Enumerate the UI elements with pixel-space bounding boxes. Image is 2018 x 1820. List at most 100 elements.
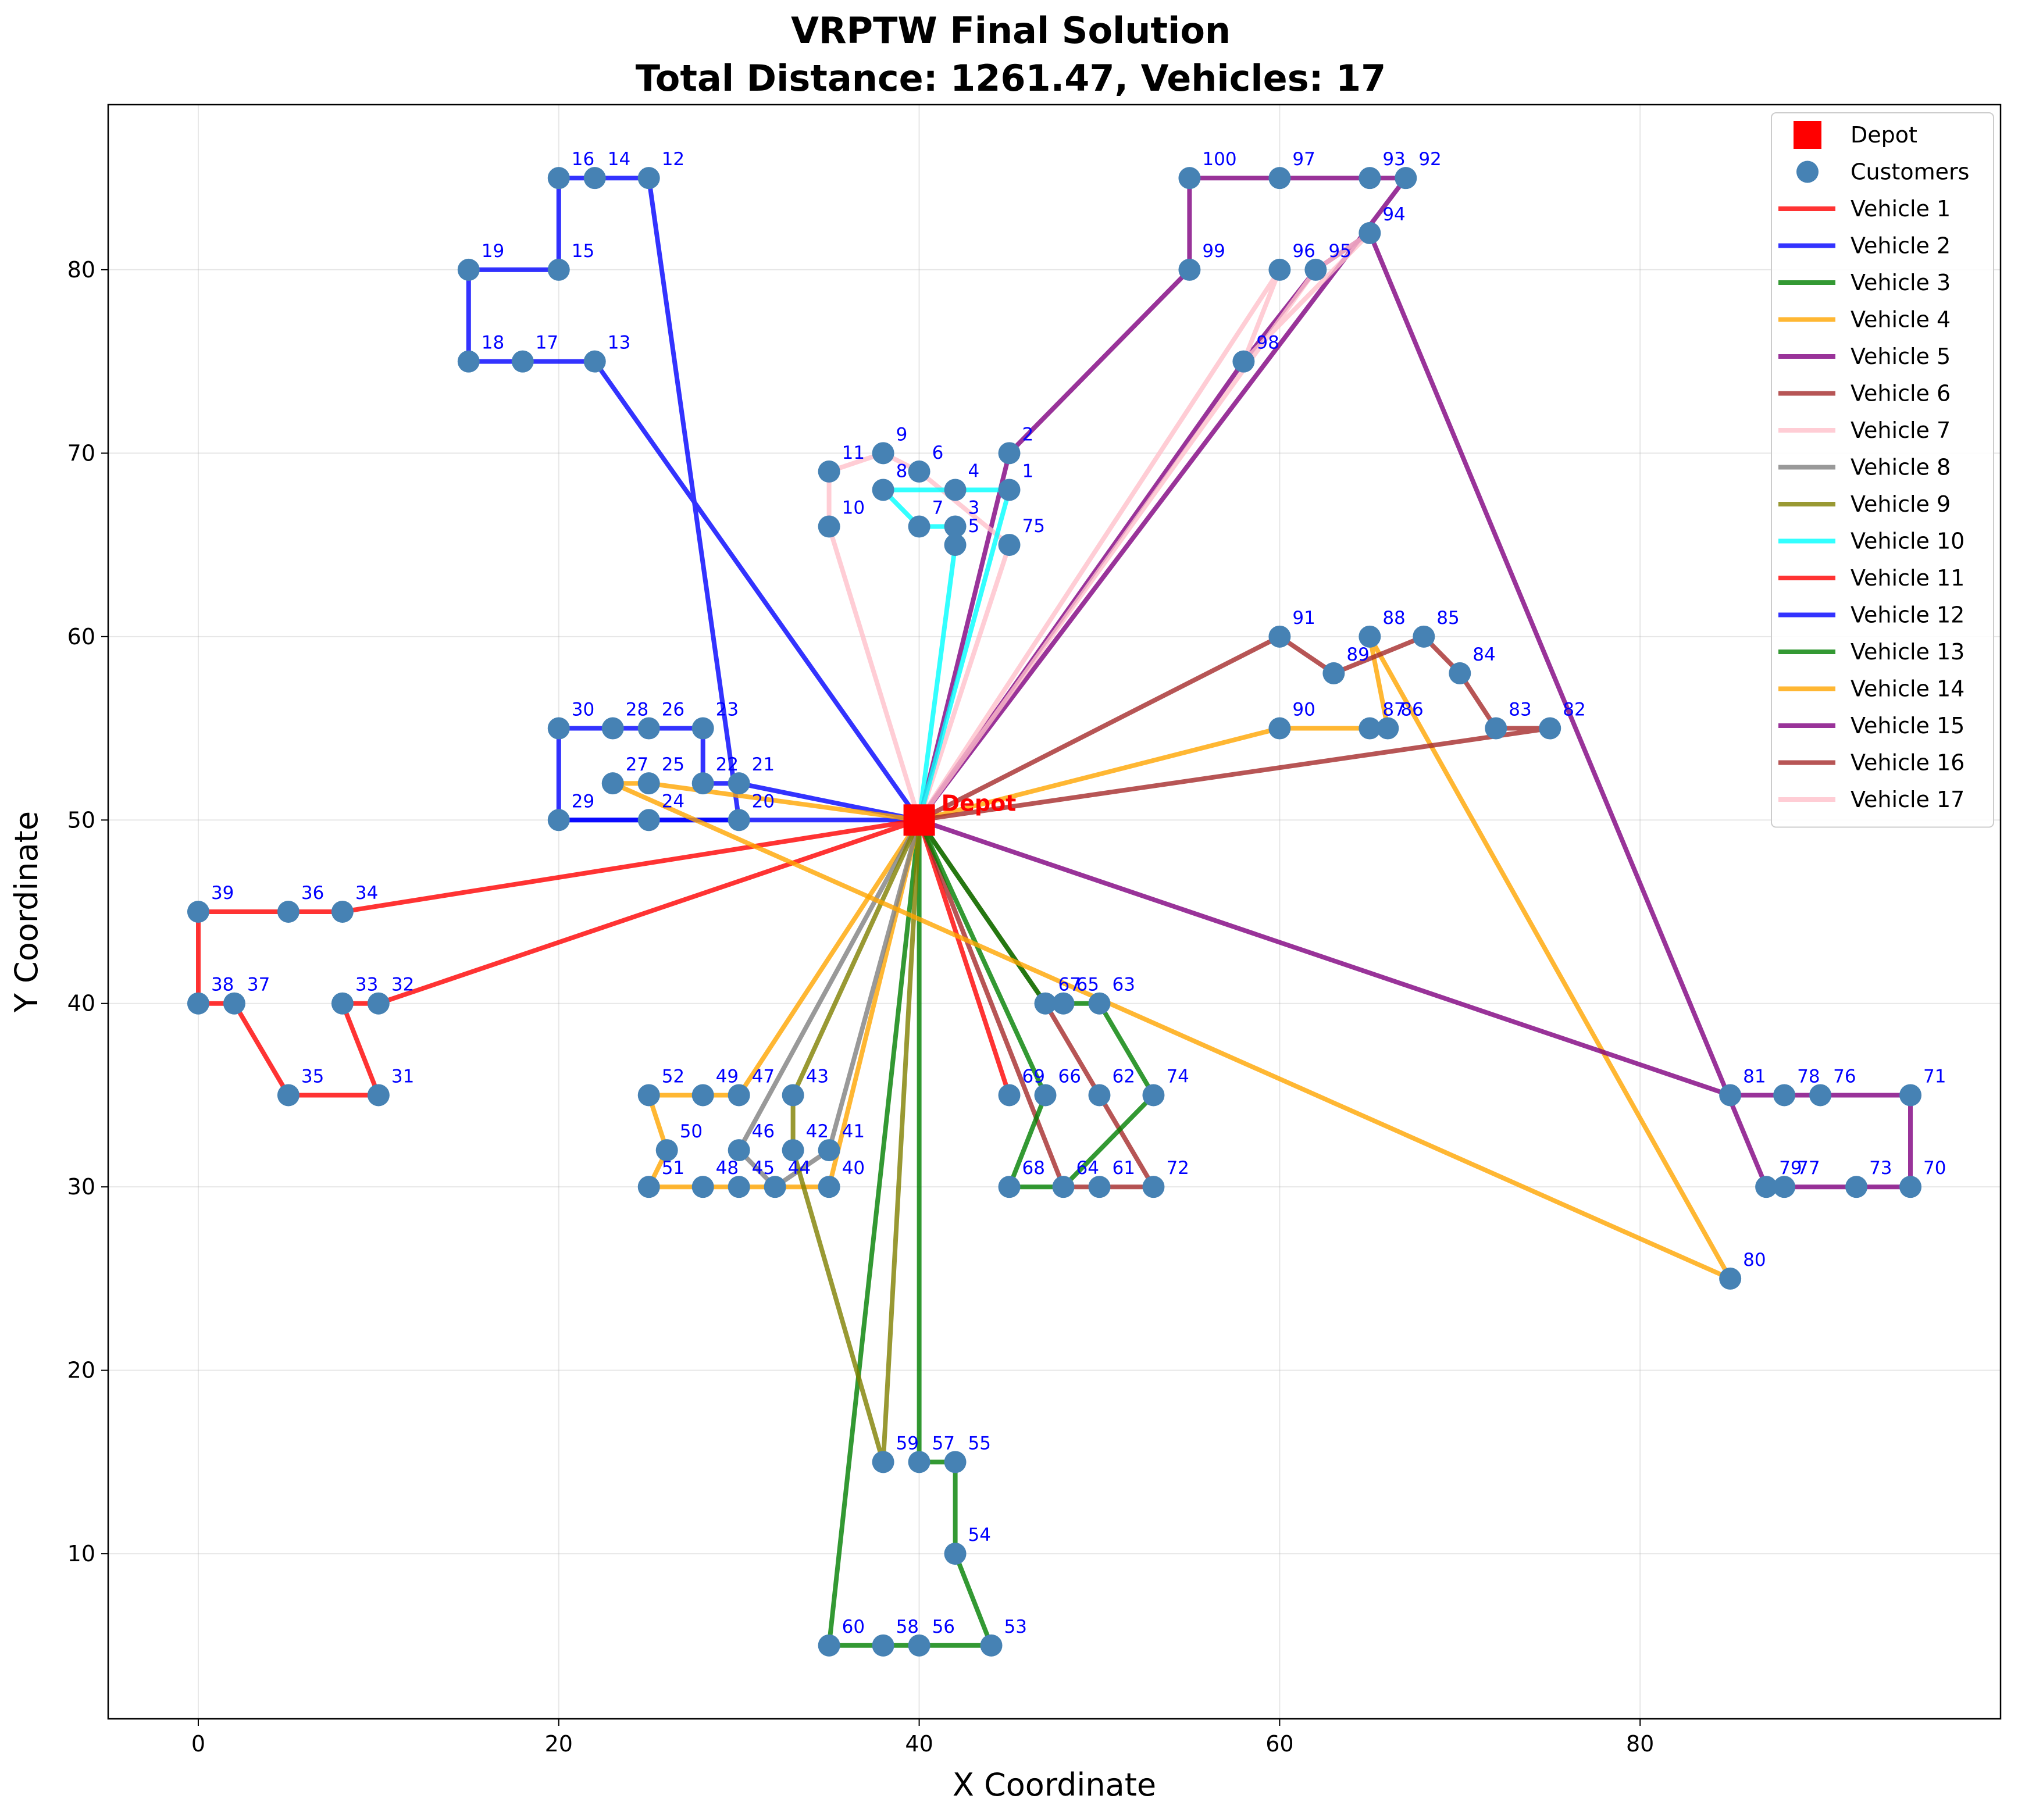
customer-points bbox=[187, 167, 1922, 1657]
legend-label-vehicle-13: Vehicle 13 bbox=[1851, 639, 1964, 665]
customer-point bbox=[998, 534, 1021, 556]
customer-label: 93 bbox=[1382, 149, 1405, 170]
customer-label: 28 bbox=[626, 700, 648, 720]
customer-point bbox=[908, 515, 930, 538]
customer-label: 78 bbox=[1797, 1066, 1820, 1087]
customer-point bbox=[1449, 662, 1471, 684]
customer-label: 96 bbox=[1292, 241, 1315, 262]
legend-label-vehicle-8: Vehicle 8 bbox=[1851, 455, 1951, 480]
legend-depot-label: Depot bbox=[1851, 122, 1917, 148]
legend-depot-marker bbox=[1794, 121, 1821, 149]
customer-point bbox=[601, 717, 624, 740]
customer-label: 66 bbox=[1058, 1066, 1081, 1087]
customer-point bbox=[728, 809, 750, 832]
customer-point bbox=[637, 167, 660, 190]
chart-title: VRPTW Final Solution bbox=[791, 9, 1231, 52]
customer-point bbox=[1359, 222, 1381, 244]
customer-label: 18 bbox=[482, 333, 504, 354]
customer-label: 44 bbox=[788, 1158, 811, 1179]
customer-point bbox=[187, 901, 209, 923]
customer-label: 69 bbox=[1022, 1066, 1045, 1087]
legend-label-vehicle-16: Vehicle 16 bbox=[1851, 750, 1964, 776]
customer-label: 2 bbox=[1022, 424, 1034, 445]
customer-point bbox=[1088, 1084, 1111, 1107]
customer-label: 49 bbox=[716, 1066, 739, 1087]
customer-label: 26 bbox=[662, 700, 684, 720]
legend-label-vehicle-6: Vehicle 6 bbox=[1851, 381, 1951, 406]
y-tick-label: 10 bbox=[67, 1541, 95, 1566]
customer-label: 15 bbox=[572, 241, 594, 262]
customer-label: 74 bbox=[1166, 1066, 1189, 1087]
customer-point bbox=[1899, 1176, 1922, 1198]
customer-point bbox=[728, 1176, 750, 1198]
customer-label: 31 bbox=[391, 1066, 414, 1087]
customer-label: 71 bbox=[1923, 1066, 1946, 1087]
customer-point bbox=[998, 442, 1021, 465]
customer-label: 84 bbox=[1473, 644, 1495, 665]
customer-label: 53 bbox=[1004, 1616, 1027, 1637]
customer-label: 48 bbox=[716, 1158, 739, 1179]
customer-point bbox=[547, 809, 570, 832]
y-tick-label: 80 bbox=[67, 257, 95, 283]
customer-label: 68 bbox=[1022, 1158, 1045, 1179]
customer-label: 38 bbox=[211, 975, 234, 995]
legend: Depot Customers Vehicle 1 Vehicle 2 Vehicle … bbox=[1771, 112, 1994, 828]
customer-label: 23 bbox=[716, 700, 739, 720]
x-tick-label: 20 bbox=[545, 1731, 573, 1757]
y-tick-label: 20 bbox=[67, 1358, 95, 1383]
customer-point bbox=[1539, 717, 1561, 740]
customer-label: 33 bbox=[355, 975, 378, 995]
customer-label: 73 bbox=[1869, 1158, 1892, 1179]
customer-label: 70 bbox=[1923, 1158, 1946, 1179]
customer-label: 32 bbox=[391, 975, 414, 995]
customer-point bbox=[1088, 1176, 1111, 1198]
customer-label: 39 bbox=[211, 883, 234, 904]
customer-label: 87 bbox=[1382, 700, 1405, 720]
customer-label: 9 bbox=[896, 424, 908, 445]
customer-point bbox=[1359, 625, 1381, 648]
customer-point bbox=[691, 1176, 714, 1198]
customer-point bbox=[1178, 258, 1201, 281]
customer-point bbox=[583, 350, 606, 373]
customer-point bbox=[691, 717, 714, 740]
y-tick-label: 50 bbox=[67, 807, 95, 833]
y-axis-label: Y Coordinate bbox=[8, 811, 45, 1013]
customer-point bbox=[1809, 1084, 1832, 1107]
customer-label: 79 bbox=[1779, 1158, 1802, 1179]
customer-point bbox=[637, 1176, 660, 1198]
customer-point bbox=[818, 515, 840, 538]
customer-point bbox=[872, 1634, 894, 1657]
legend-label-vehicle-4: Vehicle 4 bbox=[1851, 307, 1951, 333]
legend-label-vehicle-15: Vehicle 15 bbox=[1851, 713, 1964, 738]
customer-point bbox=[277, 1084, 300, 1107]
legend-label-vehicle-11: Vehicle 11 bbox=[1851, 565, 1964, 591]
customer-label: 35 bbox=[301, 1066, 324, 1087]
customer-point bbox=[637, 772, 660, 795]
customer-label: 3 bbox=[968, 498, 980, 519]
legend-label-vehicle-9: Vehicle 9 bbox=[1851, 491, 1951, 517]
customer-label: 37 bbox=[247, 975, 270, 995]
customer-point bbox=[367, 992, 390, 1015]
customer-point bbox=[728, 772, 750, 795]
customer-label: 36 bbox=[301, 883, 324, 904]
customer-point bbox=[998, 479, 1021, 501]
customer-point bbox=[998, 1084, 1021, 1107]
customer-label: 95 bbox=[1328, 241, 1351, 262]
customer-point bbox=[691, 772, 714, 795]
customer-labels: 1234567891011121314151617181920212223242… bbox=[211, 149, 1946, 1637]
legend-customer-marker bbox=[1796, 160, 1819, 183]
x-tick-label: 60 bbox=[1265, 1731, 1293, 1757]
customer-point bbox=[637, 1084, 660, 1107]
customer-point bbox=[1719, 1084, 1742, 1107]
customer-point bbox=[1719, 1267, 1742, 1290]
customer-label: 63 bbox=[1112, 975, 1135, 995]
customer-label: 45 bbox=[752, 1158, 775, 1179]
customer-point bbox=[764, 1176, 786, 1198]
customer-label: 12 bbox=[662, 149, 684, 170]
customer-point bbox=[998, 1176, 1021, 1198]
customer-label: 11 bbox=[842, 442, 865, 463]
customer-label: 59 bbox=[896, 1433, 919, 1454]
plot-frame bbox=[107, 104, 2002, 1720]
customer-point bbox=[818, 1176, 840, 1198]
customer-point bbox=[511, 350, 534, 373]
